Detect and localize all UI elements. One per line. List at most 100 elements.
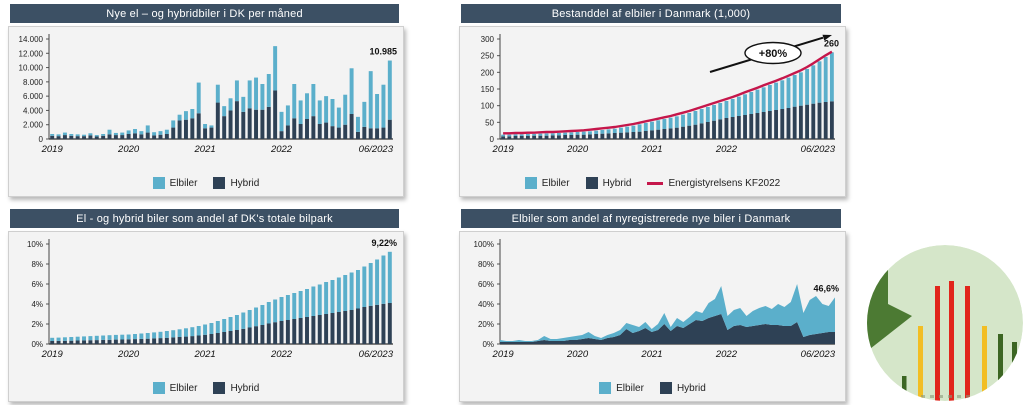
bar-segment bbox=[279, 111, 284, 132]
bar-segment bbox=[550, 133, 555, 136]
bar-segment bbox=[196, 335, 201, 344]
legend-item: Elbiler bbox=[599, 382, 644, 395]
bar-segment bbox=[50, 341, 55, 344]
bar-segment bbox=[368, 305, 373, 344]
bar-segment bbox=[749, 92, 754, 114]
bar-segment bbox=[298, 291, 303, 318]
x-tick-label: 2022 bbox=[715, 144, 738, 155]
new-registrations-share-chart: 0% 20% 40% 60% 80% 100% 2019 2020 2021 2022 06/202… bbox=[474, 239, 839, 360]
chart-legend: Elbiler Hybrid bbox=[460, 375, 845, 401]
chart-title-text: Bestanddel af elbiler i Danmark (1,000) bbox=[551, 7, 751, 20]
bar-segment bbox=[145, 132, 150, 139]
bar-segment bbox=[767, 111, 772, 139]
bar-segment bbox=[120, 339, 125, 344]
panel-new-registrations-share: Elbiler som andel af nyregistrerede nye … bbox=[459, 209, 846, 402]
bar-segment bbox=[101, 335, 106, 340]
bar-segment bbox=[139, 131, 144, 135]
bar-segment bbox=[126, 134, 131, 139]
bar-segment bbox=[107, 339, 112, 344]
kf2022-line bbox=[503, 50, 833, 135]
bar-segment bbox=[736, 96, 741, 116]
bar-segment bbox=[228, 110, 233, 139]
bar-segment bbox=[798, 105, 803, 139]
bar-segment bbox=[209, 334, 214, 344]
bar-segment bbox=[619, 132, 623, 139]
legend-square-swatch bbox=[659, 382, 672, 395]
bar-segment bbox=[241, 312, 246, 329]
x-tick-label: 06/2023 bbox=[801, 349, 836, 360]
y-tick-label: 40% bbox=[478, 300, 494, 309]
bar-segment bbox=[581, 134, 586, 139]
bar-segment bbox=[94, 335, 99, 341]
bar-segment bbox=[126, 334, 131, 340]
y-tick-label: 80% bbox=[478, 260, 494, 269]
bar-segment bbox=[792, 106, 797, 139]
bar-segment bbox=[82, 134, 87, 137]
bar-segment bbox=[222, 332, 227, 344]
legend-item: Elbiler bbox=[524, 177, 570, 190]
bar-segment bbox=[600, 133, 605, 139]
bar-segment bbox=[273, 90, 278, 139]
growth-badge bbox=[744, 41, 802, 65]
bar-segment bbox=[699, 123, 704, 139]
bar-segment bbox=[222, 319, 227, 332]
bar-segment bbox=[774, 110, 778, 139]
bar-segment bbox=[656, 129, 661, 139]
bar-segment bbox=[285, 105, 290, 126]
bar-segment bbox=[113, 334, 118, 340]
legend-label: Energistyrelsens KF2022 bbox=[668, 177, 781, 189]
legend-item: Hybrid bbox=[213, 177, 259, 190]
fleet-share-chart: 0% 2% 4% 6% 8% 10% 2019 2020 2021 2022 06/2023 9,22… bbox=[27, 238, 397, 360]
bar-segment bbox=[343, 94, 348, 125]
bar-segment bbox=[183, 336, 188, 344]
y-tick-label: 200 bbox=[481, 68, 495, 77]
bar-segment bbox=[133, 133, 137, 139]
bar-segment bbox=[311, 116, 316, 139]
chart-title-text: Nye el – og hybridbiler i DK per måned bbox=[106, 7, 303, 20]
bar-segment bbox=[519, 136, 524, 139]
x-tick-label: 2021 bbox=[194, 144, 216, 155]
bar-segment bbox=[62, 135, 67, 139]
y-tick-label: 2.000 bbox=[23, 121, 44, 130]
bar-segment bbox=[681, 126, 685, 139]
bar-segment bbox=[563, 132, 568, 135]
bar-segment bbox=[569, 135, 574, 139]
bar-segment bbox=[107, 134, 112, 139]
bar-segment bbox=[50, 134, 55, 136]
bar-segment bbox=[69, 134, 74, 136]
bar-segment bbox=[557, 135, 561, 139]
bar-segment bbox=[324, 122, 329, 139]
bar-segment bbox=[324, 282, 329, 314]
bar-segment bbox=[203, 324, 208, 335]
bar-segment bbox=[285, 320, 290, 344]
bar-segment bbox=[215, 84, 220, 103]
bar-segment bbox=[705, 107, 710, 122]
bar-segment bbox=[712, 105, 716, 121]
bar-segment bbox=[139, 338, 144, 344]
y-tick-label: 100 bbox=[481, 102, 495, 111]
bar-segment bbox=[336, 312, 341, 344]
y-tick-label: 2% bbox=[31, 320, 43, 329]
bar-segment bbox=[285, 125, 290, 139]
bar-segment bbox=[362, 126, 367, 139]
bar-segment bbox=[387, 251, 392, 303]
logo-bar bbox=[965, 286, 970, 401]
bar-segment bbox=[368, 71, 373, 129]
bar-segment bbox=[805, 104, 810, 139]
bar-segment bbox=[668, 117, 673, 129]
bar-segment bbox=[724, 118, 729, 139]
bar-segment bbox=[139, 134, 144, 139]
bar-segment bbox=[215, 333, 220, 344]
bar-segment bbox=[368, 128, 373, 139]
bar-segment bbox=[75, 136, 80, 139]
ev-stock-chart: 0 50 100 150 200 250 300 2019 2020 2021 2022 06/202… bbox=[481, 34, 839, 155]
bar-segment bbox=[292, 293, 297, 319]
bar-segment bbox=[305, 317, 309, 344]
bar-segment bbox=[330, 280, 335, 313]
bar-segment bbox=[260, 84, 265, 110]
bar-segment bbox=[94, 136, 99, 139]
bar-segment bbox=[158, 134, 163, 139]
legend-label: Elbiler bbox=[616, 382, 644, 394]
bar-segment bbox=[279, 321, 284, 344]
bar-segment bbox=[190, 336, 195, 344]
